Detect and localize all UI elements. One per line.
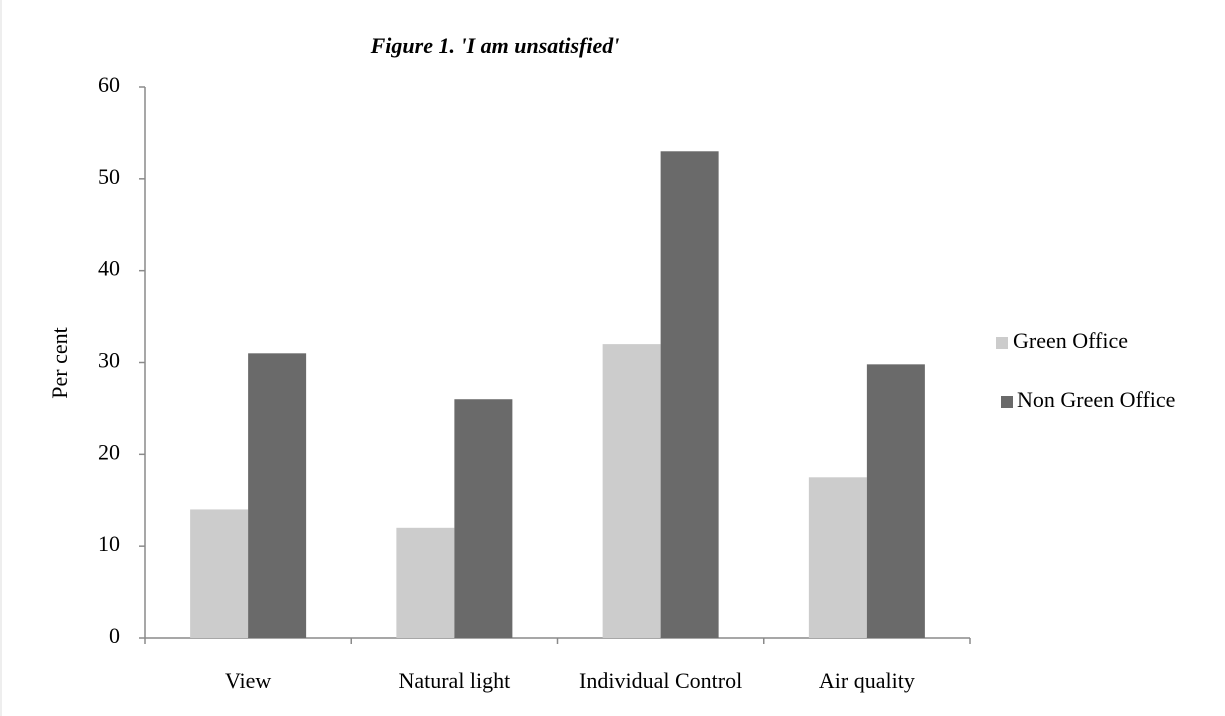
y-tick-label: 10	[98, 531, 120, 556]
y-axis-label: Per cent	[47, 327, 72, 398]
y-tick-label: 50	[98, 164, 120, 189]
legend-swatch	[996, 337, 1008, 349]
legend-swatch	[1001, 396, 1013, 408]
bar	[602, 344, 661, 638]
x-tick-label: Natural light	[398, 668, 510, 693]
legend-label: Green Office	[1013, 328, 1128, 353]
y-tick-label: 20	[98, 439, 120, 464]
bar	[396, 527, 455, 638]
y-tick-label: 0	[109, 623, 120, 648]
bar	[866, 364, 925, 638]
bar	[660, 151, 719, 639]
bar	[454, 399, 513, 638]
y-tick-label: 40	[98, 256, 120, 281]
bar	[248, 353, 307, 638]
bar	[190, 509, 249, 638]
x-tick-label: View	[225, 668, 271, 693]
chart-title: Figure 1. 'I am unsatisfied'	[370, 33, 620, 58]
x-tick-label: Individual Control	[579, 668, 742, 693]
bar	[808, 477, 867, 638]
y-tick-label: 30	[98, 348, 120, 373]
x-tick-label: Air quality	[819, 668, 915, 693]
legend-label: Non Green Office	[1017, 387, 1175, 412]
y-tick-label: 60	[98, 72, 120, 97]
